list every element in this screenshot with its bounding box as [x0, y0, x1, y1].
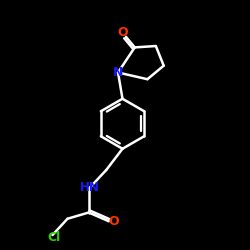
Text: N: N — [113, 66, 123, 79]
Text: HN: HN — [80, 181, 100, 194]
Text: O: O — [108, 215, 119, 228]
Text: Cl: Cl — [47, 231, 60, 244]
Text: O: O — [118, 26, 128, 40]
